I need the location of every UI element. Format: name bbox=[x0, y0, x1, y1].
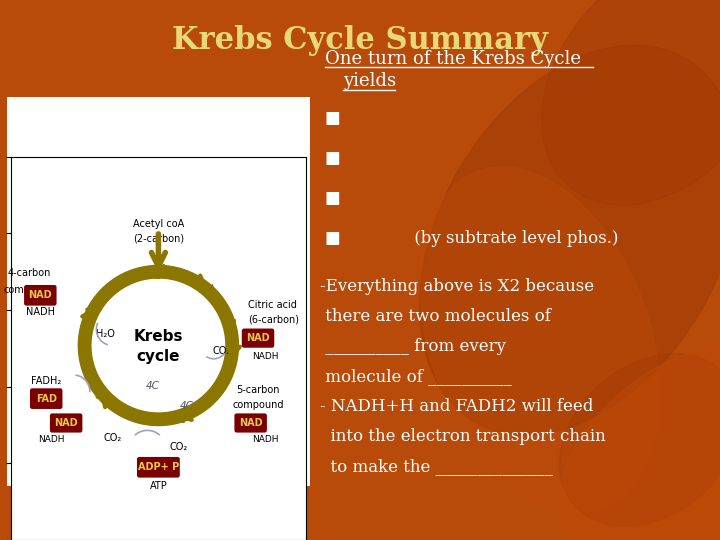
Ellipse shape bbox=[559, 354, 720, 526]
Text: compound: compound bbox=[233, 400, 284, 409]
FancyBboxPatch shape bbox=[137, 457, 180, 477]
Text: CO₂: CO₂ bbox=[170, 442, 188, 453]
FancyBboxPatch shape bbox=[235, 414, 267, 433]
Text: NAD: NAD bbox=[54, 418, 78, 428]
Text: 5-carbon: 5-carbon bbox=[236, 385, 280, 395]
Text: Citric acid: Citric acid bbox=[248, 300, 297, 310]
Bar bbox=[7, 97, 310, 486]
Text: NADH: NADH bbox=[38, 435, 65, 444]
Ellipse shape bbox=[420, 167, 660, 514]
Text: Acetyl coA: Acetyl coA bbox=[132, 219, 184, 229]
Text: ■: ■ bbox=[325, 150, 341, 167]
Text: compound: compound bbox=[4, 285, 55, 295]
Ellipse shape bbox=[558, 347, 720, 540]
Text: One turn of the Krebs Cycle: One turn of the Krebs Cycle bbox=[325, 50, 581, 68]
Text: to make the ______________: to make the ______________ bbox=[320, 458, 553, 475]
Text: CO₂: CO₂ bbox=[104, 433, 122, 443]
Text: ATP: ATP bbox=[150, 481, 167, 491]
Text: ■: ■ bbox=[325, 110, 341, 127]
Text: Krebs Cycle Summary: Krebs Cycle Summary bbox=[172, 25, 548, 56]
Text: NAD: NAD bbox=[29, 291, 52, 300]
FancyBboxPatch shape bbox=[30, 388, 63, 409]
Text: molecule of __________: molecule of __________ bbox=[320, 368, 512, 385]
Text: NAD: NAD bbox=[246, 333, 270, 343]
Text: ADP+ P: ADP+ P bbox=[138, 462, 179, 472]
Text: there are two molecules of: there are two molecules of bbox=[320, 308, 551, 325]
Text: (2-carbon): (2-carbon) bbox=[132, 233, 184, 244]
Text: into the electron transport chain: into the electron transport chain bbox=[320, 428, 606, 445]
Text: yields: yields bbox=[343, 72, 396, 90]
Text: NADH: NADH bbox=[252, 435, 279, 444]
FancyBboxPatch shape bbox=[242, 328, 274, 348]
Text: FADH₂: FADH₂ bbox=[31, 376, 61, 386]
Text: Krebs: Krebs bbox=[134, 329, 183, 344]
Text: cycle: cycle bbox=[137, 349, 180, 364]
Text: -Everything above is X2 because: -Everything above is X2 because bbox=[320, 278, 594, 295]
Text: __________ from every: __________ from every bbox=[320, 338, 506, 355]
Text: - NADH+H and FADH2 will feed: - NADH+H and FADH2 will feed bbox=[320, 398, 593, 415]
Text: 4-carbon: 4-carbon bbox=[8, 268, 51, 278]
Text: NADH: NADH bbox=[26, 307, 55, 318]
Text: ■: ■ bbox=[325, 190, 341, 207]
Ellipse shape bbox=[420, 45, 720, 435]
Text: 4C: 4C bbox=[145, 381, 159, 391]
Text: NADH: NADH bbox=[252, 352, 279, 361]
Ellipse shape bbox=[542, 0, 720, 205]
Text: FAD: FAD bbox=[36, 394, 57, 403]
Text: (6-carbon): (6-carbon) bbox=[248, 315, 300, 325]
Text: ■              (by subtrate level phos.): ■ (by subtrate level phos.) bbox=[325, 230, 618, 247]
Text: CO₂: CO₂ bbox=[212, 346, 230, 356]
Text: NAD: NAD bbox=[239, 418, 263, 428]
Text: 4C: 4C bbox=[179, 401, 194, 411]
FancyBboxPatch shape bbox=[24, 285, 57, 306]
Text: H₂O: H₂O bbox=[96, 329, 114, 340]
FancyBboxPatch shape bbox=[50, 414, 82, 433]
Ellipse shape bbox=[22, 396, 218, 523]
